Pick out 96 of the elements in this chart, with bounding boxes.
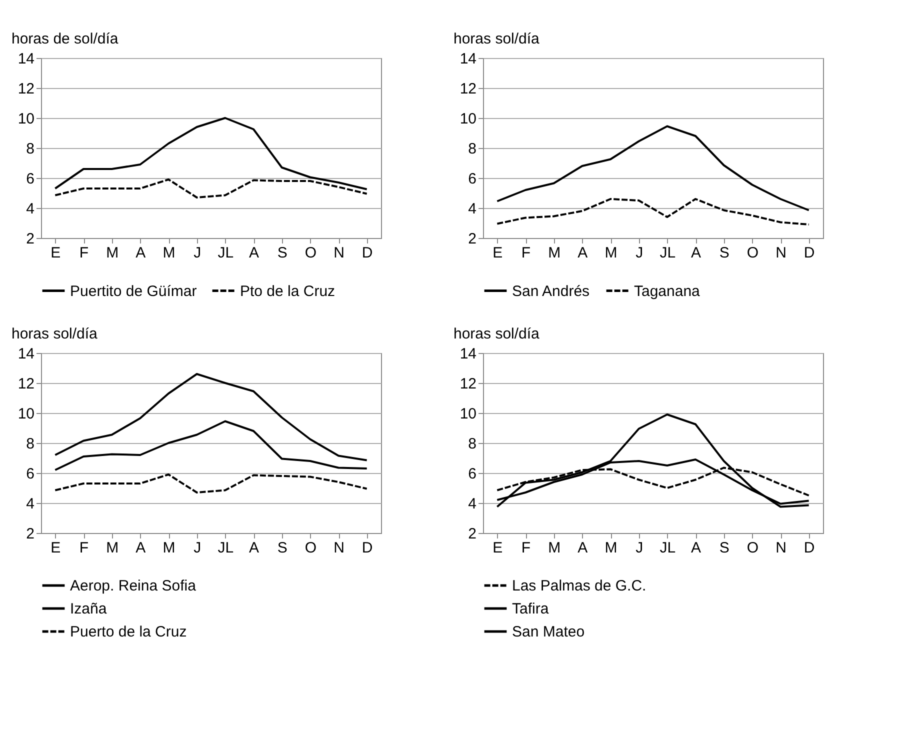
y-tick-label: 2 (468, 526, 476, 542)
y-tick-label: 14 (460, 50, 476, 68)
line-series (496, 125, 810, 212)
x-tick-label: D (804, 540, 815, 556)
y-tick-label: 4 (26, 200, 34, 218)
x-tick-label: S (719, 244, 730, 262)
x-tick-label: A (690, 540, 702, 556)
line-series (496, 414, 810, 508)
y-tick-label: 4 (468, 200, 476, 218)
y-tick-label: 2 (26, 230, 34, 248)
x-tick-label: E (50, 244, 61, 262)
x-tick-label: N (776, 244, 786, 262)
line-series (54, 373, 368, 462)
line-series (54, 420, 368, 471)
legend-label: Taganana (634, 282, 701, 300)
y-tick-label: 6 (468, 170, 476, 188)
y-tick-label: 12 (18, 80, 34, 98)
x-tick-label: F (79, 244, 89, 262)
y-axis-title: horas sol/día (454, 326, 540, 342)
x-tick-label: A (578, 244, 588, 262)
y-tick-label: 10 (18, 406, 34, 422)
x-tick-label: D (362, 244, 373, 262)
x-tick-label: M (548, 540, 561, 556)
y-tick-label: 10 (460, 110, 476, 128)
x-tick-label: S (277, 540, 288, 556)
x-tick-label: E (492, 244, 503, 262)
y-tick-label: 8 (468, 436, 476, 452)
y-tick-label: 14 (18, 346, 34, 362)
y-tick-label: 10 (460, 406, 476, 422)
y-tick-label: 2 (468, 230, 476, 248)
y-tick-label: 8 (26, 140, 34, 158)
y-axis-title: horas de sol/día (12, 30, 119, 48)
x-tick-label: M (548, 244, 561, 262)
line-series (54, 474, 368, 494)
legend-label: Puerto de la Cruz (70, 624, 187, 640)
legend-label: Pto de la Cruz (240, 282, 336, 300)
x-tick-label: A (578, 540, 588, 556)
x-tick-label: JL (660, 540, 676, 556)
x-tick-label: D (804, 244, 815, 262)
y-tick-label: 6 (26, 466, 34, 482)
y-tick-label: 2 (26, 526, 34, 542)
legend-label: Aerop. Reina Sofia (70, 578, 197, 594)
x-tick-label: F (79, 540, 89, 556)
x-tick-label: A (136, 540, 146, 556)
legend-label: San Mateo (512, 624, 585, 640)
y-tick-label: 12 (460, 376, 476, 392)
x-tick-label: D (362, 540, 373, 556)
x-tick-label: F (521, 244, 531, 262)
x-tick-label: F (521, 540, 531, 556)
y-tick-label: 14 (18, 50, 34, 68)
x-tick-label: A (136, 244, 146, 262)
x-tick-label: N (334, 540, 344, 556)
x-tick-label: M (162, 244, 176, 262)
legend-label: Las Palmas de G.C. (512, 578, 646, 594)
line-series (496, 198, 810, 226)
x-tick-label: JL (218, 244, 234, 262)
x-tick-label: A (248, 244, 260, 262)
y-axis-title: horas sol/día (454, 30, 540, 48)
y-tick-label: 4 (468, 496, 476, 512)
x-tick-label: J (636, 244, 644, 262)
x-tick-label: M (106, 244, 119, 262)
y-tick-label: 8 (468, 140, 476, 158)
x-tick-label: O (746, 540, 759, 556)
x-tick-label: E (50, 540, 61, 556)
x-tick-label: A (248, 540, 260, 556)
x-tick-label: E (492, 540, 503, 556)
x-tick-label: JL (218, 540, 234, 556)
y-tick-label: 6 (26, 170, 34, 188)
x-tick-label: S (277, 244, 288, 262)
x-tick-label: O (304, 540, 317, 556)
x-tick-label: M (604, 540, 618, 556)
x-tick-label: J (636, 540, 644, 556)
y-tick-label: 4 (26, 496, 34, 512)
x-tick-label: S (719, 540, 730, 556)
y-tick-label: 14 (460, 346, 476, 362)
y-tick-label: 8 (26, 436, 34, 452)
x-tick-label: N (776, 540, 786, 556)
x-tick-label: M (162, 540, 176, 556)
y-tick-label: 10 (18, 110, 34, 128)
y-tick-label: 12 (460, 80, 476, 98)
legend-label: Izaña (70, 600, 108, 618)
x-tick-label: O (746, 244, 759, 262)
x-tick-label: M (604, 244, 618, 262)
x-tick-label: J (194, 244, 202, 262)
legend-label: San Andrés (512, 282, 590, 300)
x-tick-label: A (690, 244, 702, 262)
y-axis-title: horas sol/día (12, 326, 98, 342)
legend-label: Puertito de Güímar (70, 282, 197, 300)
x-tick-label: O (304, 244, 317, 262)
y-tick-label: 6 (468, 466, 476, 482)
y-tick-label: 12 (18, 376, 34, 392)
x-tick-label: JL (660, 244, 676, 262)
x-tick-label: J (194, 540, 202, 556)
x-tick-label: N (334, 244, 344, 262)
x-tick-label: M (106, 540, 119, 556)
legend-label: Tafira (512, 600, 550, 618)
